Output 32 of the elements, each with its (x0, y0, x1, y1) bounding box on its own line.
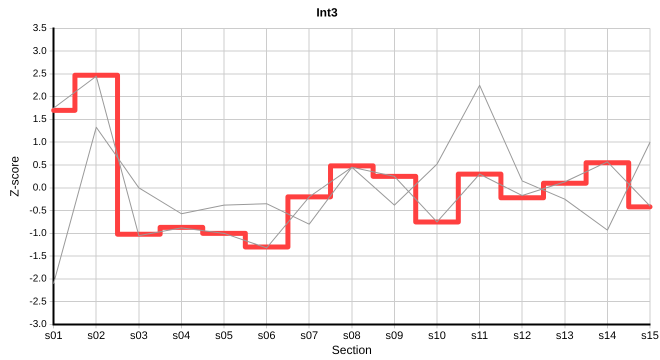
x-tick-label: s09 (386, 330, 404, 342)
y-tick-label: 2.5 (32, 68, 48, 80)
y-tick-label: 0.0 (32, 182, 48, 194)
x-tick-label: s07 (300, 330, 318, 342)
x-tick-label: s14 (598, 330, 616, 342)
y-tick-label: -2.0 (29, 274, 48, 285)
y-tick-label: 1.5 (32, 114, 48, 126)
y-tick-label: -2.5 (29, 296, 48, 308)
x-tick-label: s15 (641, 330, 659, 342)
y-tick-label: 1.0 (32, 136, 48, 148)
y-tick-label: 2.0 (32, 91, 48, 102)
x-tick-label: s11 (471, 330, 488, 342)
x-tick-label: s10 (428, 330, 446, 342)
x-tick-label: s01 (44, 330, 63, 342)
x-tick-label: s02 (87, 330, 106, 342)
y-axis-title: Z-score (8, 156, 22, 197)
chart-title: Int3 (316, 6, 338, 20)
y-tick-label: -0.5 (29, 205, 48, 216)
y-tick-label: -1.5 (29, 250, 48, 262)
y-tick-label: 3.0 (32, 46, 48, 57)
x-tick-label: s05 (215, 330, 233, 342)
y-tick-label: 0.5 (32, 160, 48, 171)
y-tick-label: -3.0 (29, 319, 48, 330)
x-tick-label: s03 (130, 330, 148, 342)
y-tick-label: 3.5 (32, 23, 48, 34)
x-axis-title: Section (332, 343, 372, 358)
x-tick-label: s13 (556, 330, 574, 342)
x-tick-label: s08 (342, 330, 361, 342)
x-tick-label: s04 (172, 330, 190, 342)
x-tick-label: s06 (258, 330, 276, 342)
y-tick-label: -1.0 (29, 228, 48, 240)
x-tick-label: s12 (513, 330, 532, 342)
